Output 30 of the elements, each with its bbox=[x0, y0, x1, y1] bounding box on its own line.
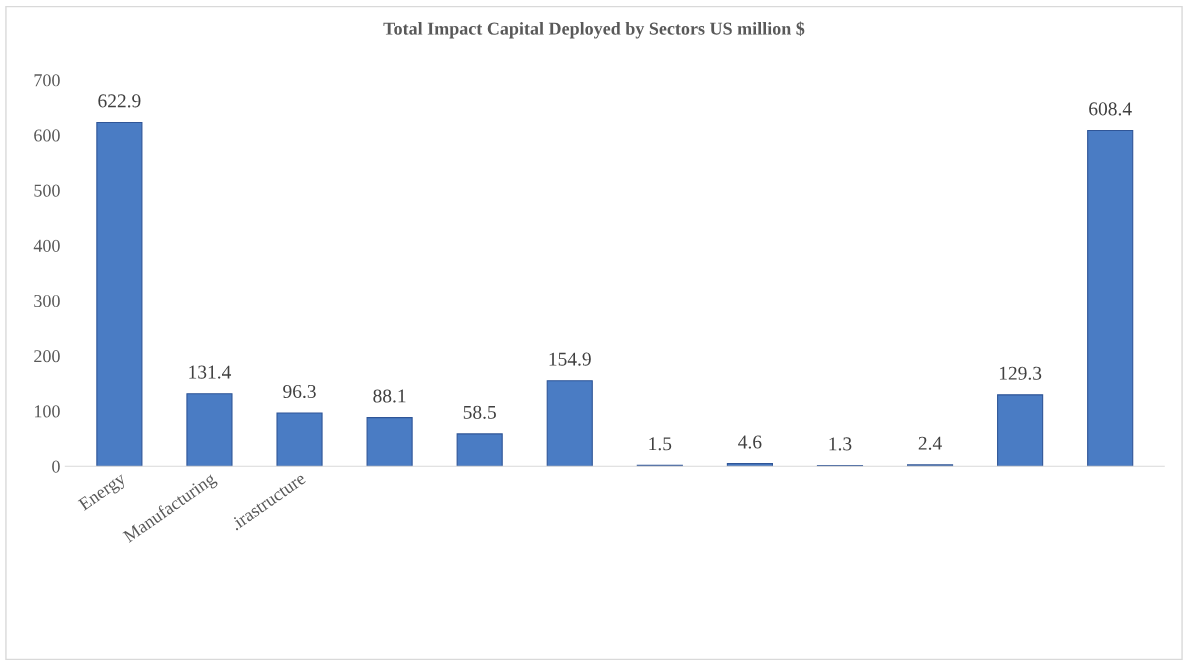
bar bbox=[456, 433, 503, 467]
data-label: 129.3 bbox=[999, 366, 1042, 380]
data-label: 608.4 bbox=[1089, 102, 1132, 116]
data-label: 96.3 bbox=[283, 384, 316, 399]
data-label: 58.5 bbox=[463, 405, 496, 419]
y-tick-label: 100 bbox=[34, 405, 60, 418]
y-tick-label: 300 bbox=[34, 294, 60, 308]
y-tick-label: 700 bbox=[34, 74, 60, 87]
data-label: 1.3 bbox=[829, 437, 852, 451]
data-label: 154.9 bbox=[549, 352, 591, 366]
data-label: 88.1 bbox=[373, 389, 406, 403]
data-label: 1.5 bbox=[649, 437, 672, 451]
bar bbox=[546, 380, 593, 467]
bar bbox=[276, 412, 323, 467]
y-tick-label: 200 bbox=[34, 350, 60, 363]
data-label: 4.6 bbox=[738, 435, 762, 449]
y-tick-label: 0 bbox=[52, 460, 60, 473]
bar bbox=[726, 463, 773, 467]
y-tick-label: 400 bbox=[33, 239, 60, 252]
y-tick-label: 600 bbox=[34, 129, 60, 142]
data-label: 622.9 bbox=[98, 94, 141, 108]
data-label: 2.4 bbox=[918, 436, 942, 450]
bar bbox=[186, 393, 233, 467]
bar bbox=[1087, 129, 1134, 467]
bar bbox=[96, 121, 143, 467]
y-tick-label: 500 bbox=[34, 184, 60, 197]
data-label: 131.4 bbox=[189, 365, 232, 379]
bar bbox=[366, 417, 413, 467]
chart-title: Total Impact Capital Deployed by Sectors US million $ bbox=[383, 21, 805, 39]
bar bbox=[997, 394, 1044, 467]
